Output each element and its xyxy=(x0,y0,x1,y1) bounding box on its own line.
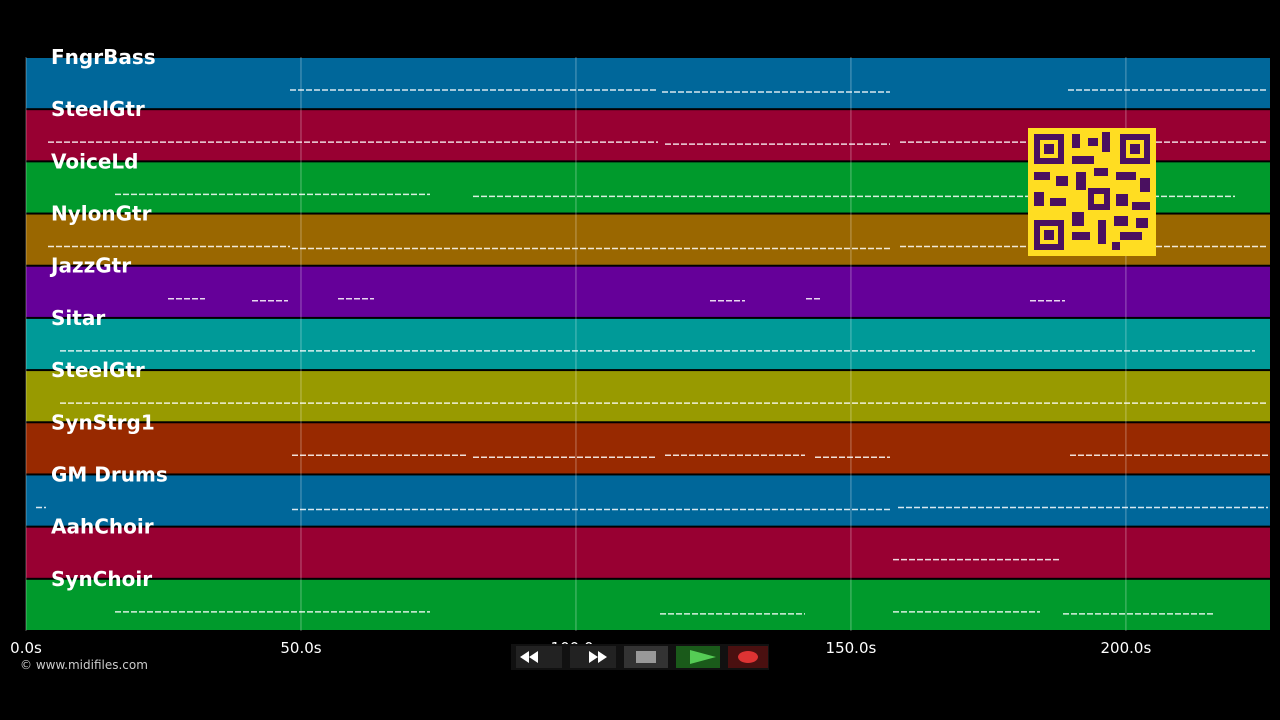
track-row xyxy=(26,527,1270,578)
track-row xyxy=(26,318,1270,370)
track-name: NylonGtr xyxy=(51,202,152,226)
x-tick-label: 200.0s xyxy=(1101,639,1152,657)
x-tick-label: 150.0s xyxy=(826,639,877,657)
track-row xyxy=(26,579,1270,630)
stop-button[interactable] xyxy=(624,646,668,668)
track-name: GM Drums xyxy=(51,462,168,486)
x-tick-label: 0.0s xyxy=(10,639,42,657)
forward-button[interactable] xyxy=(570,646,616,668)
track-name: SynStrg1 xyxy=(51,410,155,434)
track-name: SteelGtr xyxy=(51,97,145,121)
copyright: © www.midifiles.com xyxy=(20,658,148,672)
track-row xyxy=(26,475,1270,526)
track-row xyxy=(26,58,1270,109)
track-row xyxy=(26,371,1270,422)
track-name: VoiceLd xyxy=(51,149,138,173)
playback-controls xyxy=(511,644,769,670)
track-row xyxy=(26,423,1270,474)
x-tick-label: 50.0s xyxy=(280,639,321,657)
track-row xyxy=(26,266,1270,317)
play-button[interactable] xyxy=(676,646,720,668)
track-name: SynChoir xyxy=(51,567,152,591)
qr-code xyxy=(1028,128,1156,256)
record-button[interactable] xyxy=(728,646,768,668)
track-name: AahChoir xyxy=(51,515,154,539)
track-name: JazzGtr xyxy=(49,254,131,278)
rewind-button[interactable] xyxy=(516,646,562,668)
track-name: FngrBass xyxy=(51,45,156,69)
track-name: SteelGtr xyxy=(51,358,145,382)
track-labels: FngrBass SteelGtr VoiceLd NylonGtr JazzGtr Si… xyxy=(49,45,168,591)
track-name: Sitar xyxy=(51,306,105,330)
